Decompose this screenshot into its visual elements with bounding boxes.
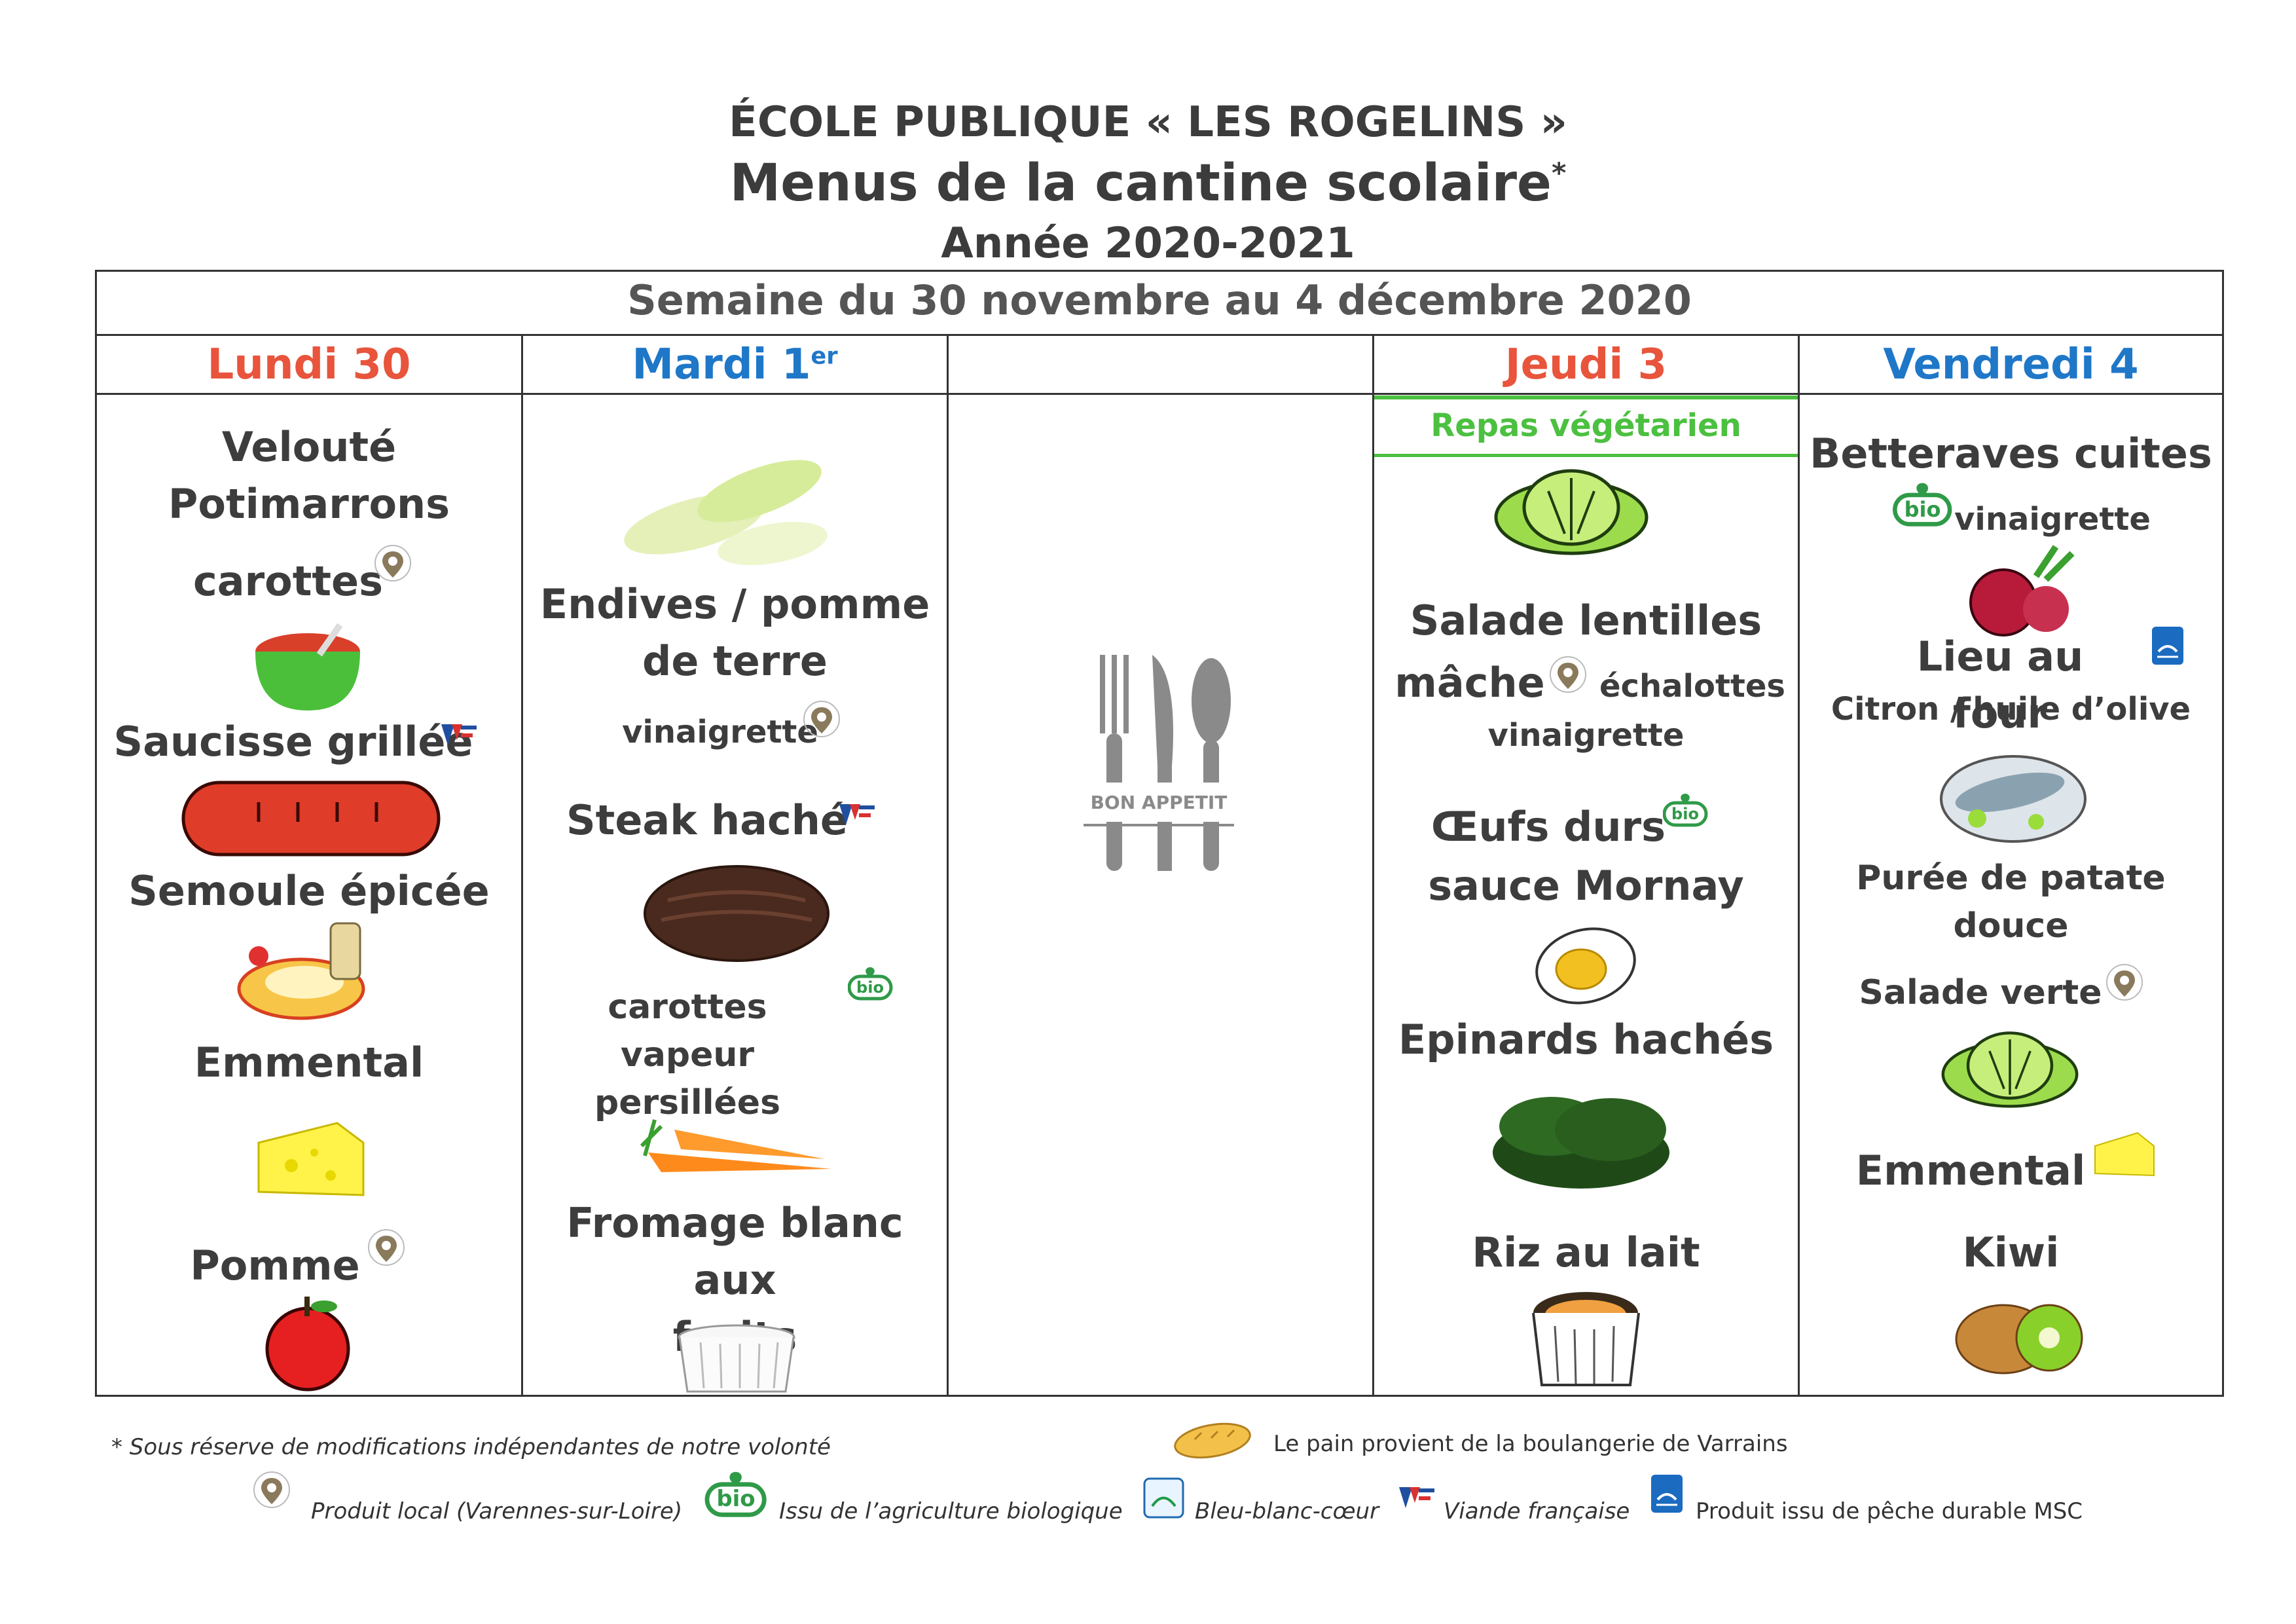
school-year: Année 2020-2021 [941,219,1355,268]
local-product-icon [1550,656,1586,693]
carrots-icon [640,1119,831,1172]
bio-label: bio [704,1470,769,1519]
tue-dish-1-line1: Endives / pomme [539,580,930,628]
day-friday: Vendredi 4 [1883,341,2139,389]
thu-dish-2-line2: sauce Mornay [1428,862,1744,910]
thu-dish-1-line1: Salade lentilles [1410,597,1762,644]
baked-fish-icon [1940,755,2086,843]
mon-dish-1-line3: carottes [193,557,383,605]
kiwi-icon [1955,1304,2083,1375]
legend-local: Produit local (Varennes-sur-Loire) [311,1498,683,1524]
thu-dish-2-line1: Œufs durs [1431,803,1666,851]
fri-dish-3-line1: Purée de patate [1856,858,2166,898]
day-monday: Lundi 30 [207,341,411,389]
cutlery-icon: BON APPETIT [1084,655,1234,871]
fri-dish-5: Kiwi [1962,1228,2060,1276]
thu-dish-1-line3: échalottes [1599,668,1785,705]
title-text: Menus de la cantine scolaire [729,154,1552,213]
vegetarian-note: Repas végétarien [1430,407,1741,444]
tue-dish-4-line1: Fromage blanc aux [566,1199,903,1304]
mon-dish-1: Velouté Potimarrons [97,419,521,533]
day-tuesday: Mardi 1er [523,341,947,389]
couscous-icon [237,922,365,1020]
local-product-icon [803,701,840,737]
fri-dish-3-line2: douce [1953,906,2069,946]
tue-dish-2: Steak haché [566,796,848,844]
day-tuesday-text: Mardi 1 [632,341,811,389]
spinach-icon [1493,1097,1669,1189]
emmental-icon [2094,1132,2155,1177]
lettuce-icon [1493,462,1656,580]
msc-label-icon [2151,625,2185,666]
apple-icon [265,1297,350,1392]
boiled-egg-icon [1535,927,1636,1005]
thu-dish-3: Epinards hachés [1398,1016,1774,1063]
fri-dish-3-line3: Salade verte [1859,973,2102,1012]
fri-dish-2-line2: Citron / huile d’olive [1831,691,2191,728]
bio-label-text: bio [856,978,884,997]
local-product-icon [2106,964,2143,1001]
french-meat-icon [1399,1487,1434,1508]
legend-note: * Sous réserve de modifications indépend… [111,1434,831,1460]
school-name: ÉCOLE PUBLIQUE « LES ROGELINS » [729,98,1567,147]
local-product-icon [368,1229,405,1266]
thu-dish-4: Riz au lait [1472,1228,1700,1276]
tue-dish-3: carottes vapeur persillées [537,984,838,1126]
bleu-blanc-coeur-icon [1143,1477,1184,1519]
bio-label-text: bio [1904,497,1941,522]
mon-dish-3: Semoule épicée [128,867,490,915]
legend-bio: Issu de l’agriculture biologique [779,1498,1123,1524]
legend-msc: Produit issu de pêche durable MSC [1696,1498,2083,1524]
tue-dish-1-line3: vinaigrette [622,714,818,750]
bon-appetit-text: BON APPETIT [1091,792,1228,813]
tue-dish-1: Endives / pomme de terre [523,576,947,690]
thu-dish-1-line2: mâche [1394,659,1545,707]
bread-icon [1174,1422,1251,1459]
burger-steak-icon [644,865,829,962]
fri-dish-3: Purée de patate douce [1800,855,2222,950]
mon-dish-1-line1: Velouté [221,423,397,471]
french-meat-icon [839,804,875,825]
day-tuesday-sup: er [811,342,838,370]
fri-dish-2-line1: Lieu au four [1916,633,2084,737]
fri-dish-1-line1: Betteraves cuites [1810,430,2212,477]
soup-bowl-icon [255,623,360,710]
msc-label-icon [1650,1473,1684,1514]
bio-label-text: bio [716,1486,756,1512]
fromage-blanc-icon [678,1324,795,1393]
emmental-icon [257,1122,365,1196]
local-product-icon [253,1471,290,1508]
week-range: Semaine du 30 novembre au 4 décembre 202… [627,276,1692,324]
tue-dish-1-line2: de terre [642,637,828,685]
beetroot-icon [1969,545,2075,637]
sausage-icon [181,781,441,857]
page-title: Menus de la cantine scolaire* [0,154,2296,213]
thu-dish-1-line4: vinaigrette [1487,717,1685,754]
mon-dish-1-line2: Potimarrons [168,479,450,528]
rice-pudding-icon [1532,1292,1640,1386]
bio-label: bio [848,966,894,1002]
legend-bread: Le pain provient de la boulangerie de Va… [1273,1431,1788,1457]
endives-icon [624,460,828,566]
fri-dish-4: Emmental [1855,1147,2086,1194]
french-meat-icon [441,724,477,745]
fri-dish-1-line2: vinaigrette [1954,501,2151,538]
title-asterisk: * [1551,157,1567,190]
tue-dish-3-line1: carottes vapeur [608,987,767,1075]
local-product-icon [374,545,411,581]
mon-dish-4: Emmental [194,1039,424,1086]
legend-vf: Viande française [1444,1498,1630,1524]
bio-label-text: bio [1671,805,1699,823]
mon-dish-2: Saucisse grillée [113,718,473,766]
mon-dish-5: Pomme [190,1242,360,1289]
bio-label: bio [1892,481,1954,528]
legend-bbc: Bleu-blanc-cœur [1195,1498,1379,1524]
bio-label: bio [1663,792,1709,828]
tue-dish-3-line2: persillées [594,1082,781,1122]
day-thursday: Jeudi 3 [1504,341,1667,389]
green-salad-icon [1935,1025,2085,1130]
